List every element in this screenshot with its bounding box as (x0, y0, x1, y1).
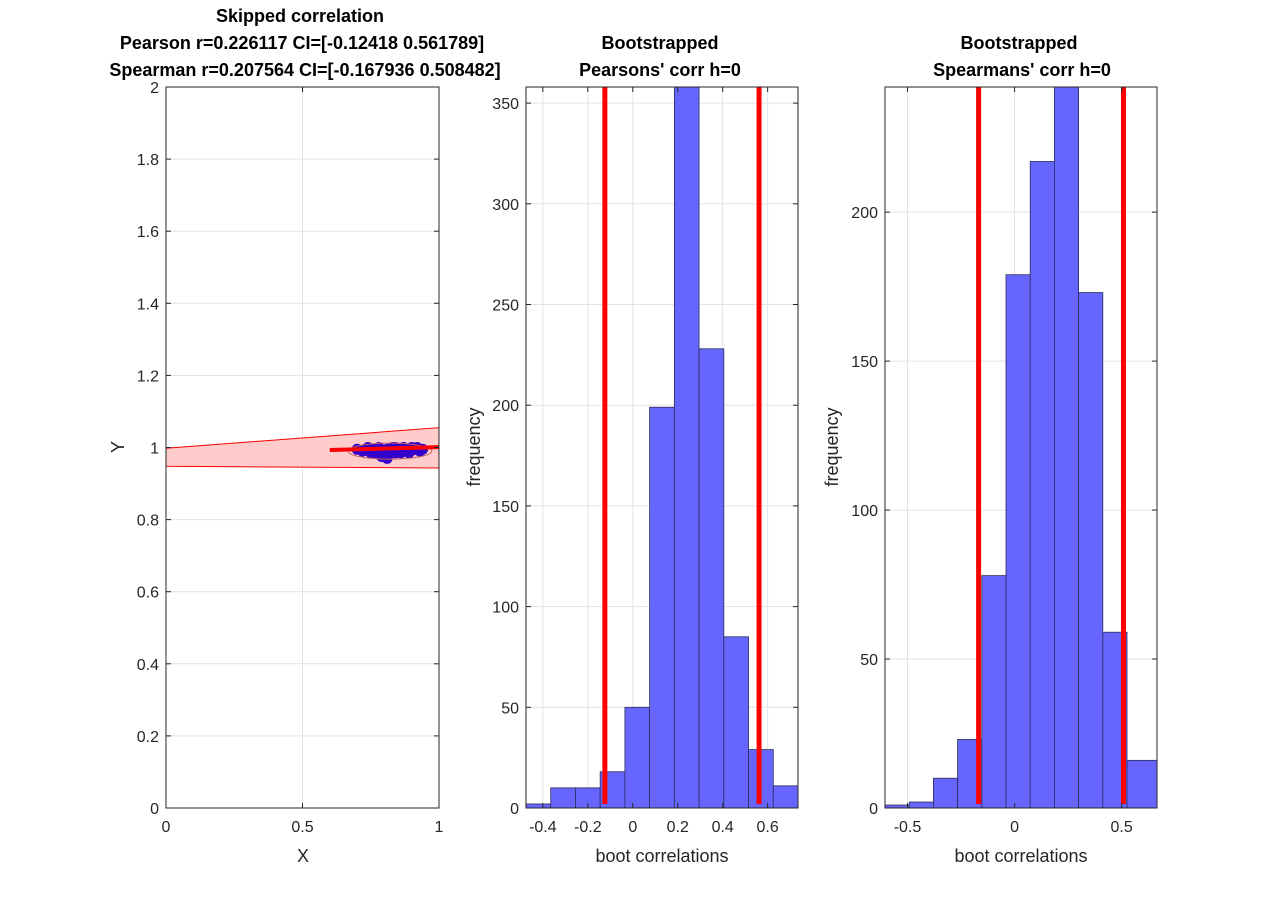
panel-skipped-correlation: Skipped correlation Pearson r=0.226117 C… (108, 6, 501, 866)
chart-3-axes (884, 86, 1158, 809)
chart-2-axes (525, 86, 799, 809)
panel-pearson-bootstrap: Bootstrapped Pearsons' corr h=0 -0.4 -0.2… (464, 33, 799, 866)
chart-2-y-tick-label: 350 (492, 96, 519, 113)
histogram-bar (1126, 759, 1158, 809)
histogram-bar (1029, 161, 1055, 809)
chart-3-x-axis-label: boot correlations (954, 846, 1087, 866)
chart-2-x-tick-label: -0.2 (574, 819, 602, 836)
chart-2-x-tick-label: -0.4 (529, 819, 557, 836)
chart-1-y-tick-label: 1.4 (137, 296, 159, 313)
chart-1-x-tick-label: 0.5 (291, 819, 313, 836)
chart-1-y-tick-label: 0.6 (137, 585, 159, 602)
chart-3-axes-box (884, 86, 1158, 809)
chart-3-bars (884, 86, 1158, 809)
chart-3-y-tick-label: 0 (869, 801, 878, 818)
chart-1-y-tick-label: 1.2 (137, 368, 159, 385)
chart-1-y-tick-label: 1.8 (137, 152, 159, 169)
histogram-bar (1005, 274, 1031, 809)
histogram-bar (723, 636, 749, 809)
chart-1-y-axis-label: Y (108, 441, 128, 453)
chart-1-x-ticks: 0 0.5 1 (162, 87, 444, 836)
histogram-bar (908, 801, 934, 809)
chart-2-y-tick-label: 300 (492, 197, 519, 214)
chart-2-y-ticks: 0 50 100 150 200 250 300 350 (492, 96, 798, 818)
chart-2-y-tick-label: 200 (492, 398, 519, 415)
histogram-bar (933, 777, 959, 809)
chart-1-y-tick-label: 0.8 (137, 513, 159, 530)
chart-1-title-line-1: Skipped correlation (216, 6, 384, 26)
chart-1-title-line-2: Pearson r=0.226117 CI=[-0.12418 0.561789… (120, 33, 484, 53)
chart-1-y-tick-label: 1.6 (137, 224, 159, 241)
chart-3-title-line-1: Bootstrapped (961, 33, 1078, 53)
histogram-bar (1078, 292, 1104, 809)
histogram-bar (1054, 86, 1080, 809)
chart-2-axes-box (525, 86, 799, 809)
chart-2-y-tick-label: 100 (492, 600, 519, 617)
histogram-bar (550, 787, 576, 809)
chart-1-regression-line (329, 445, 440, 453)
histogram-bar (673, 86, 700, 809)
chart-1-y-tick-label: 0 (150, 801, 159, 818)
chart-3-y-tick-label: 150 (851, 354, 878, 371)
histogram-bar (624, 706, 651, 809)
chart-2-x-tick-label: 0.6 (757, 819, 779, 836)
chart-2-x-tick-label: 0 (628, 819, 637, 836)
chart-3-y-tick-label: 200 (851, 205, 878, 222)
chart-2-y-tick-label: 50 (501, 700, 519, 717)
regression-line (329, 445, 440, 453)
chart-2-x-tick-label: 0.2 (667, 819, 689, 836)
chart-1-y-tick-label: 2 (150, 80, 159, 97)
chart-2-ci-lines (602, 87, 762, 804)
chart-2-y-tick-label: 250 (492, 298, 519, 315)
chart-3-y-tick-label: 50 (860, 652, 878, 669)
chart-3-y-tick-label: 100 (851, 503, 878, 520)
chart-2-bars (525, 86, 799, 809)
chart-3-y-axis-label: frequency (822, 407, 842, 486)
chart-2-x-tick-label: 0.4 (712, 819, 734, 836)
histogram-bar (772, 785, 799, 809)
chart-2-y-tick-label: 0 (510, 801, 519, 818)
chart-3-x-tick-label: -0.5 (894, 819, 922, 836)
histogram-bar (698, 348, 725, 809)
data-point (376, 451, 388, 463)
chart-2-y-tick-label: 150 (492, 499, 519, 516)
histogram-bar (525, 803, 552, 809)
chart-3-x-ticks: -0.5 0 0.5 (894, 87, 1133, 836)
chart-3-ci-lines (976, 87, 1126, 804)
chart-2-x-ticks: -0.4 -0.2 0 0.2 0.4 0.6 (529, 87, 779, 836)
chart-3-x-tick-label: 0.5 (1111, 819, 1133, 836)
chart-1-x-tick-label: 1 (435, 819, 444, 836)
histogram-bar (981, 575, 1007, 809)
chart-1-y-ticks: 0 0.2 0.4 0.6 0.8 1 1.2 1.4 1.6 1.8 2 (137, 80, 439, 818)
chart-3-title-line-2: Spearmans' corr h=0 (933, 60, 1111, 80)
chart-1-y-tick-label: 1 (150, 441, 159, 458)
chart-1-x-axis-label: X (297, 846, 309, 866)
histogram-bar (649, 406, 675, 809)
chart-3-x-tick-label: 0 (1010, 819, 1019, 836)
chart-1-y-tick-label: 0.2 (137, 729, 159, 746)
chart-1-y-tick-label: 0.4 (137, 657, 159, 674)
chart-2-x-axis-label: boot correlations (595, 846, 728, 866)
chart-2-title-line-2: Pearsons' corr h=0 (579, 60, 741, 80)
chart-2-y-axis-label: frequency (464, 407, 484, 486)
chart-1-x-tick-label: 0 (162, 819, 171, 836)
chart-3-y-ticks: 0 50 100 150 200 (851, 205, 1157, 818)
panel-spearman-bootstrap: Bootstrapped Spearmans' corr h=0 -0.5 0 0.… (822, 33, 1158, 866)
chart-2-title-line-1: Bootstrapped (602, 33, 719, 53)
chart-1-title-line-3: Spearman r=0.207564 CI=[-0.167936 0.5084… (109, 60, 500, 80)
